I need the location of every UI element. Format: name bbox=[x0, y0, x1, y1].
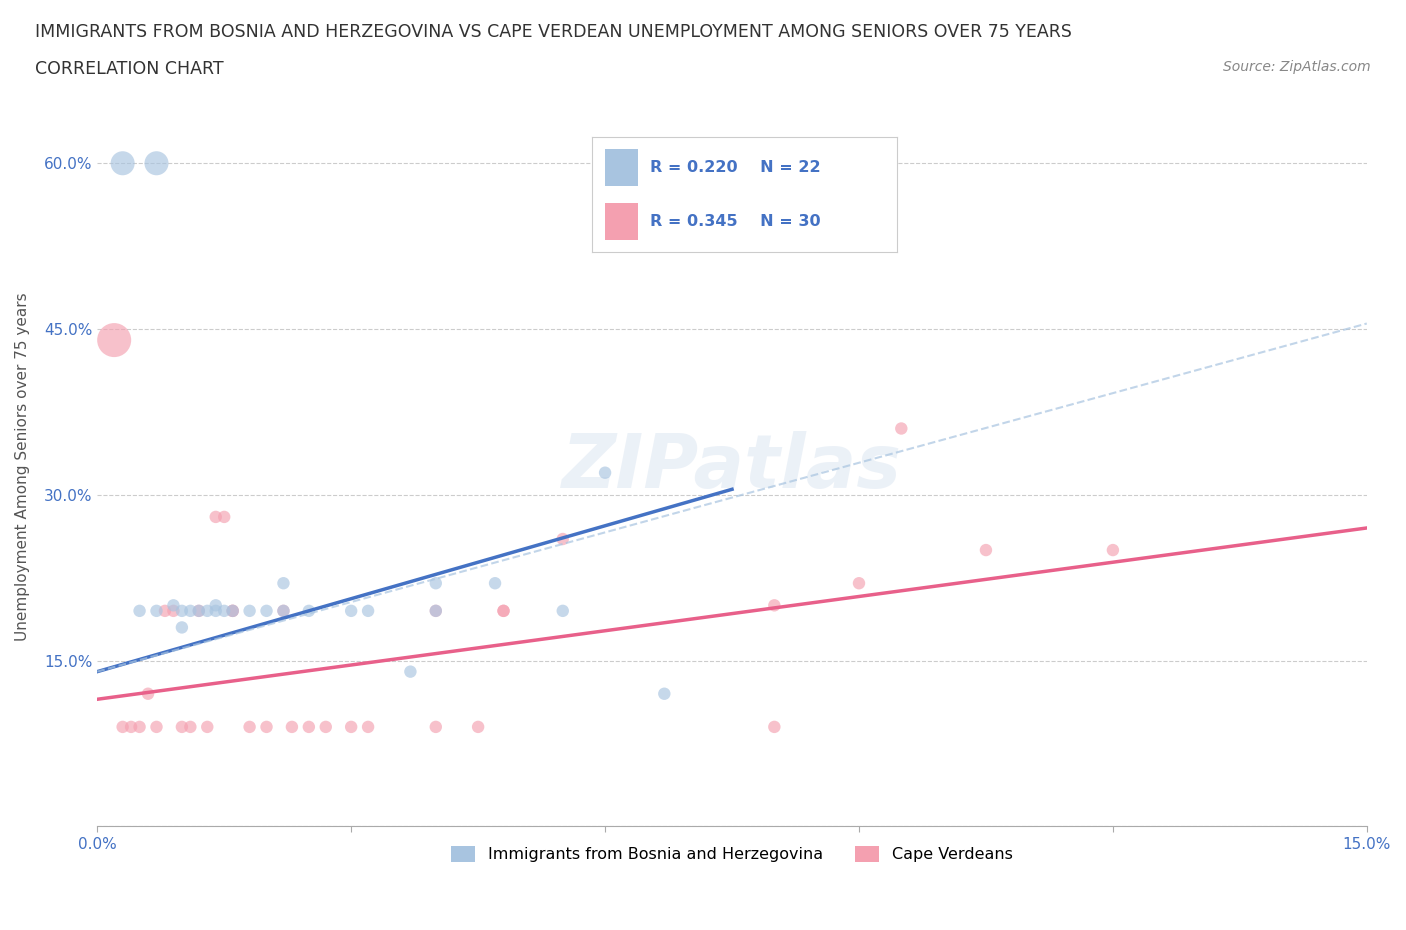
Point bbox=[145, 720, 167, 735]
Point bbox=[340, 604, 363, 618]
Y-axis label: Unemployment Among Seniors over 75 years: Unemployment Among Seniors over 75 years bbox=[15, 293, 30, 642]
Point bbox=[221, 604, 243, 618]
Point bbox=[212, 604, 235, 618]
Point bbox=[551, 604, 574, 618]
Point bbox=[974, 542, 997, 557]
Point bbox=[187, 604, 209, 618]
Point bbox=[239, 604, 262, 618]
Point bbox=[551, 532, 574, 547]
Point bbox=[170, 720, 193, 735]
Point bbox=[204, 510, 226, 525]
Point bbox=[179, 720, 201, 735]
Point bbox=[221, 604, 243, 618]
Point bbox=[357, 604, 380, 618]
Legend: Immigrants from Bosnia and Herzegovina, Cape Verdeans: Immigrants from Bosnia and Herzegovina, … bbox=[444, 839, 1019, 869]
Point bbox=[298, 604, 321, 618]
Point bbox=[484, 576, 506, 591]
Point bbox=[763, 720, 786, 735]
Point bbox=[111, 720, 134, 735]
Point bbox=[145, 604, 167, 618]
Point bbox=[111, 156, 134, 171]
Text: CORRELATION CHART: CORRELATION CHART bbox=[35, 60, 224, 78]
Point bbox=[652, 686, 675, 701]
Point bbox=[273, 604, 295, 618]
Point bbox=[1102, 542, 1125, 557]
Point bbox=[273, 604, 295, 618]
Point bbox=[162, 604, 184, 618]
Point bbox=[315, 720, 337, 735]
Point bbox=[128, 720, 150, 735]
Point bbox=[425, 576, 447, 591]
Point bbox=[170, 604, 193, 618]
Point bbox=[281, 720, 304, 735]
Point bbox=[170, 620, 193, 635]
Point bbox=[128, 604, 150, 618]
Point bbox=[425, 604, 447, 618]
Point bbox=[890, 421, 912, 436]
Point bbox=[120, 720, 142, 735]
Point bbox=[298, 720, 321, 735]
Point bbox=[187, 604, 209, 618]
Text: Source: ZipAtlas.com: Source: ZipAtlas.com bbox=[1223, 60, 1371, 74]
Point bbox=[239, 720, 262, 735]
Point bbox=[136, 686, 159, 701]
Point bbox=[492, 604, 515, 618]
Point bbox=[195, 604, 218, 618]
Point bbox=[162, 598, 184, 613]
Point bbox=[340, 720, 363, 735]
Point bbox=[357, 720, 380, 735]
Point bbox=[593, 465, 616, 480]
Point bbox=[492, 604, 515, 618]
Text: IMMIGRANTS FROM BOSNIA AND HERZEGOVINA VS CAPE VERDEAN UNEMPLOYMENT AMONG SENIOR: IMMIGRANTS FROM BOSNIA AND HERZEGOVINA V… bbox=[35, 23, 1071, 41]
Point bbox=[256, 720, 278, 735]
Point bbox=[763, 598, 786, 613]
Point bbox=[425, 604, 447, 618]
Point bbox=[399, 664, 422, 679]
Point bbox=[467, 720, 489, 735]
Point bbox=[273, 576, 295, 591]
Point bbox=[179, 604, 201, 618]
Point bbox=[153, 604, 176, 618]
Point bbox=[204, 598, 226, 613]
Point bbox=[204, 604, 226, 618]
Point bbox=[195, 720, 218, 735]
Point bbox=[145, 156, 167, 171]
Point bbox=[425, 720, 447, 735]
Point bbox=[848, 576, 870, 591]
Point bbox=[221, 604, 243, 618]
Text: ZIPatlas: ZIPatlas bbox=[562, 431, 903, 504]
Point bbox=[103, 333, 125, 348]
Point bbox=[212, 510, 235, 525]
Point bbox=[256, 604, 278, 618]
